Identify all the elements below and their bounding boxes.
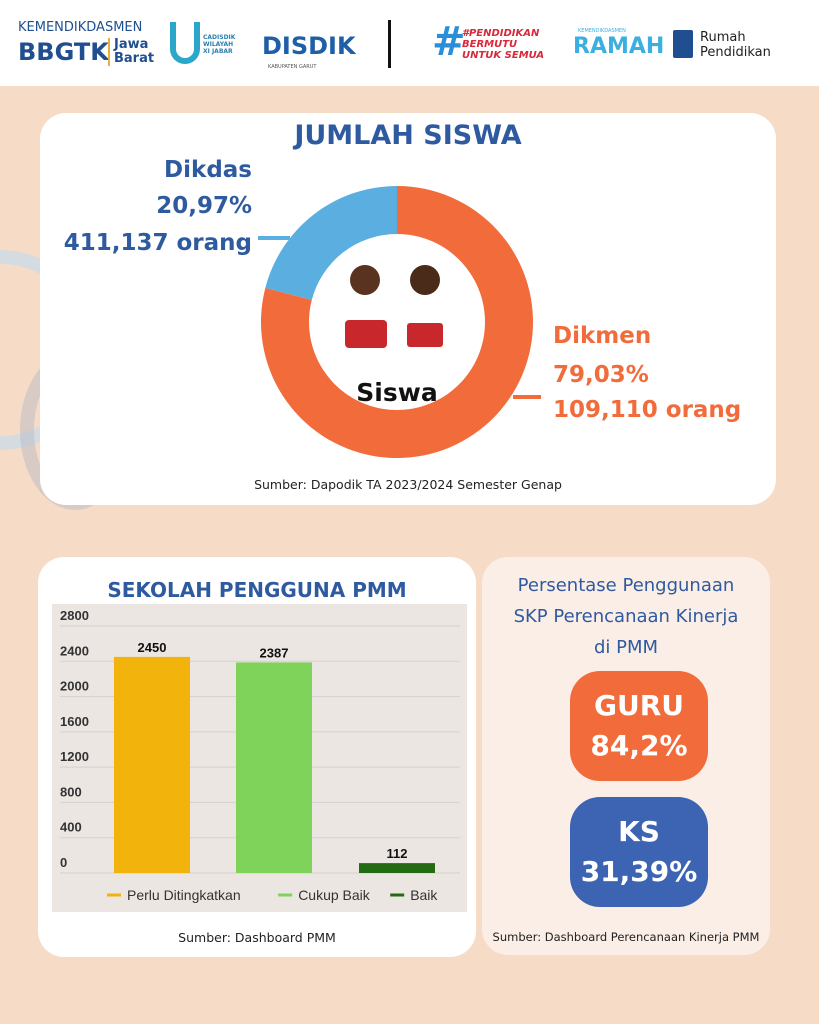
cadisdik-icon xyxy=(170,22,200,64)
pendidikan-bermutu-text: #PENDIDIKAN BERMUTU UNTUK SEMUA xyxy=(462,28,545,61)
bar-perlu-ditingkatkan xyxy=(114,656,190,873)
students-illustration xyxy=(345,265,455,360)
bar-baik xyxy=(359,863,435,873)
guru-label: GURU xyxy=(593,689,684,722)
ks-value: 31,39% xyxy=(580,855,698,888)
skp-source: Sumber: Dashboard Perencanaan Kinerja PM… xyxy=(492,930,760,944)
divider xyxy=(388,20,391,68)
jawa-text: Jawa xyxy=(114,37,149,52)
dikdas-percent: 20,97% xyxy=(156,193,252,219)
bbgtk-logo: BBGTK xyxy=(18,38,109,66)
legend-label: Cukup Baik xyxy=(298,887,371,903)
pmm-source: Sumber: Dashboard PMM xyxy=(178,930,336,945)
pmm-bar-chart: 0 400 800 1200 1600 2000 2400 2800 2450 2387 112 Pe… xyxy=(60,608,460,903)
dikdas-count: 411,137 orang xyxy=(63,230,252,256)
y-tick-label: 400 xyxy=(60,820,82,835)
skp-title-line: di PMM xyxy=(593,637,659,658)
kabupaten-garut-text: KABUPATEN GARUT xyxy=(268,64,317,70)
dikmen-label: Dikmen xyxy=(553,323,652,349)
y-tick-label: 0 xyxy=(60,855,67,870)
ramah-logo: RAMAH xyxy=(573,34,665,59)
pmm-chart-title: SEKOLAH PENGGUNA PMM xyxy=(107,578,407,602)
bar-cukup-baik xyxy=(236,662,312,873)
skp-title-line: Persentase Penggunaan xyxy=(517,575,735,596)
skp-title-line: SKP Perencanaan Kinerja xyxy=(513,606,739,627)
siswa-donut-chart xyxy=(261,186,533,459)
donut-center-label: Siswa xyxy=(356,378,438,407)
header-logo-bar: KEMENDIKDASMEN BBGTK Jawa Barat CADISDIK … xyxy=(0,0,819,86)
donut-segment-dikdas xyxy=(265,186,397,300)
ramah-sub-text: KEMENDIKDASMEN xyxy=(578,28,626,34)
dikdas-connector xyxy=(258,236,290,240)
dikmen-percent: 79,03% xyxy=(553,362,649,388)
y-tick-label: 2000 xyxy=(60,679,89,694)
y-tick-label: 2800 xyxy=(60,608,89,623)
cadisdik-text: CADISDIK WILAYAH XI JABAR xyxy=(203,34,236,55)
rumah-pendidikan-text: Rumah Pendidikan xyxy=(700,30,771,60)
dikmen-connector xyxy=(513,395,541,399)
legend-label: Perlu Ditingkatkan xyxy=(127,887,241,903)
barat-text: Barat xyxy=(114,51,155,66)
ks-percentage-badge: KS 31,39% xyxy=(570,797,708,907)
donut-segment-dikmen xyxy=(261,186,533,459)
ks-label: KS xyxy=(618,815,660,848)
bar-value-label: 2387 xyxy=(260,645,289,660)
y-tick-label: 1600 xyxy=(60,714,89,729)
jumlah-siswa-title: JUMLAH SISWA xyxy=(294,120,522,151)
legend-label: Baik xyxy=(410,887,438,903)
jawa-barat-text: Jawa Barat xyxy=(108,38,154,66)
hashtag-icon: # xyxy=(432,19,466,65)
bar-value-label: 112 xyxy=(387,846,408,861)
y-tick-label: 1200 xyxy=(60,749,89,764)
y-tick-label: 2400 xyxy=(60,643,89,658)
kemendikdasmen-logo: KEMENDIKDASMEN xyxy=(18,20,143,35)
disdik-logo: DISDIK xyxy=(262,32,356,60)
siswa-source: Sumber: Dapodik TA 2023/2024 Semester Ge… xyxy=(254,477,562,492)
guru-value: 84,2% xyxy=(590,729,688,762)
bar-value-label: 2450 xyxy=(138,640,167,655)
dikmen-count: 109,110 orang xyxy=(553,397,742,423)
skp-title: Persentase Penggunaan SKP Perencanaan Ki… xyxy=(482,570,770,663)
book-icon xyxy=(673,30,693,58)
dikdas-label: Dikdas xyxy=(164,157,252,183)
y-tick-label: 800 xyxy=(60,784,82,799)
guru-percentage-badge: GURU 84,2% xyxy=(570,671,708,781)
